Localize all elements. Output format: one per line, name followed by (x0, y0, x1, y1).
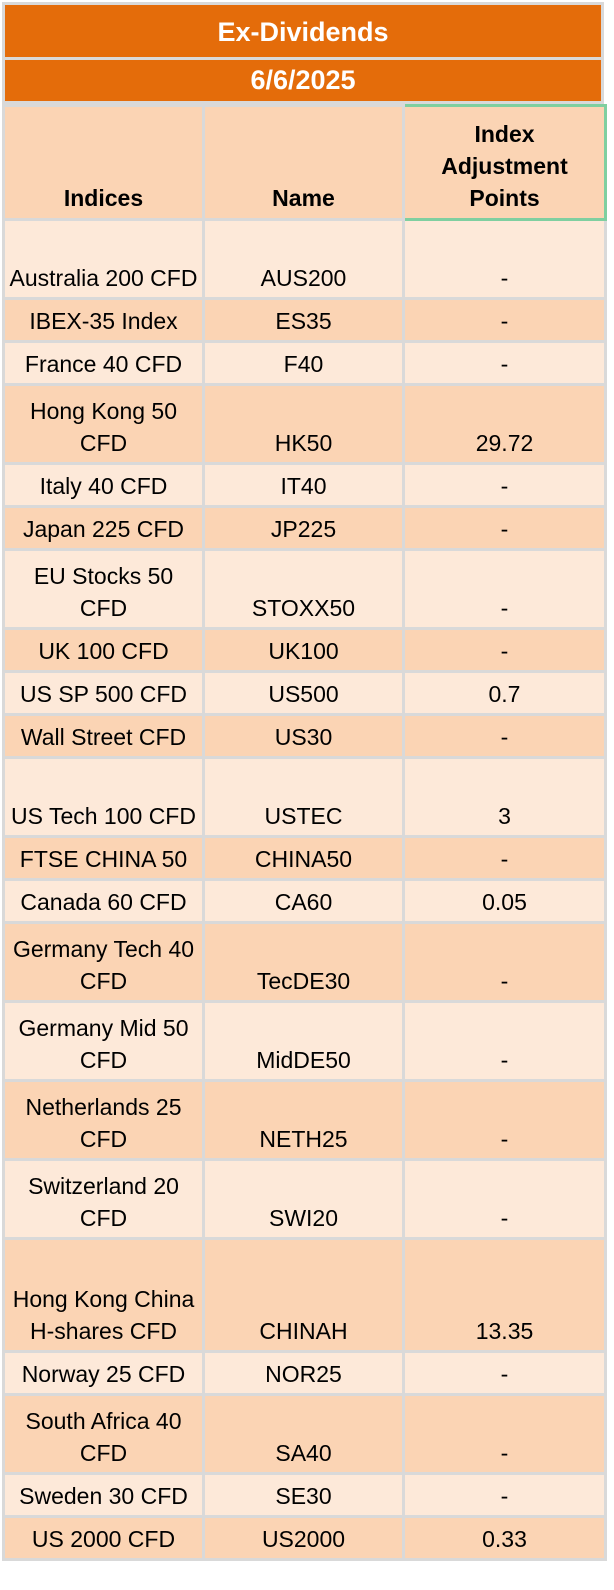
table-row: US SP 500 CFD US500 0.7 (2, 670, 607, 716)
points-cell[interactable]: 0.33 (402, 1515, 607, 1561)
index-cell[interactable]: US 2000 CFD (2, 1515, 205, 1561)
ex-dividends-sheet: Ex-Dividends 6/6/2025 Indices Name Index… (2, 2, 607, 1561)
table-row: US 2000 CFD US2000 0.33 (2, 1515, 607, 1561)
table-row: Germany Mid 50 CFD MidDE50 - (2, 1000, 607, 1082)
index-cell[interactable]: Norway 25 CFD (2, 1350, 205, 1396)
points-cell[interactable]: - (402, 297, 607, 343)
points-cell[interactable]: - (402, 1000, 607, 1082)
sheet-title: Ex-Dividends (2, 2, 604, 60)
table-row: France 40 CFD F40 - (2, 340, 607, 386)
header-indices[interactable]: Indices (2, 104, 205, 221)
header-index-adjustment-points[interactable]: Index Adjustment Points (402, 104, 607, 221)
table-row: Japan 225 CFD JP225 - (2, 505, 607, 551)
table-row: FTSE CHINA 50 CHINA50 - (2, 835, 607, 881)
index-cell[interactable]: IBEX-35 Index (2, 297, 205, 343)
table-row: Germany Tech 40 CFD TecDE30 - (2, 921, 607, 1003)
table-row: Wall Street CFD US30 - (2, 713, 607, 759)
symbol-cell[interactable]: SE30 (202, 1472, 405, 1518)
table-row: Hong Kong China H-shares CFD CHINAH 13.3… (2, 1237, 607, 1353)
table-row: Netherlands 25 CFD NETH25 - (2, 1079, 607, 1161)
points-cell[interactable]: - (402, 713, 607, 759)
symbol-cell[interactable]: CA60 (202, 878, 405, 924)
symbol-cell[interactable]: ES35 (202, 297, 405, 343)
header-name[interactable]: Name (202, 104, 405, 221)
index-cell[interactable]: Australia 200 CFD (2, 218, 205, 300)
sheet-date: 6/6/2025 (2, 60, 604, 104)
points-cell[interactable]: - (402, 505, 607, 551)
symbol-cell[interactable]: STOXX50 (202, 548, 405, 630)
points-cell[interactable]: - (402, 627, 607, 673)
index-cell[interactable]: Hong Kong 50 CFD (2, 383, 205, 465)
points-cell[interactable]: - (402, 340, 607, 386)
points-cell[interactable]: 29.72 (402, 383, 607, 465)
index-cell[interactable]: South Africa 40 CFD (2, 1393, 205, 1475)
index-cell[interactable]: Netherlands 25 CFD (2, 1079, 205, 1161)
symbol-cell[interactable]: NETH25 (202, 1079, 405, 1161)
table-row: Norway 25 CFD NOR25 - (2, 1350, 607, 1396)
symbol-cell[interactable]: SA40 (202, 1393, 405, 1475)
index-cell[interactable]: Germany Mid 50 CFD (2, 1000, 205, 1082)
table-row: EU Stocks 50 CFD STOXX50 - (2, 548, 607, 630)
symbol-cell[interactable]: AUS200 (202, 218, 405, 300)
points-cell[interactable]: - (402, 1393, 607, 1475)
table-row: Switzerland 20 CFD SWI20 - (2, 1158, 607, 1240)
index-cell[interactable]: Canada 60 CFD (2, 878, 205, 924)
symbol-cell[interactable]: F40 (202, 340, 405, 386)
points-cell[interactable]: - (402, 218, 607, 300)
points-cell[interactable]: - (402, 921, 607, 1003)
symbol-cell[interactable]: UK100 (202, 627, 405, 673)
symbol-cell[interactable]: CHINAH (202, 1237, 405, 1353)
index-cell[interactable]: Hong Kong China H-shares CFD (2, 1237, 205, 1353)
symbol-cell[interactable]: US30 (202, 713, 405, 759)
symbol-cell[interactable]: IT40 (202, 462, 405, 508)
index-cell[interactable]: US SP 500 CFD (2, 670, 205, 716)
index-cell[interactable]: Italy 40 CFD (2, 462, 205, 508)
index-cell[interactable]: EU Stocks 50 CFD (2, 548, 205, 630)
symbol-cell[interactable]: SWI20 (202, 1158, 405, 1240)
symbol-cell[interactable]: USTEC (202, 756, 405, 838)
table-row: Italy 40 CFD IT40 - (2, 462, 607, 508)
index-cell[interactable]: Sweden 30 CFD (2, 1472, 205, 1518)
symbol-cell[interactable]: US2000 (202, 1515, 405, 1561)
table-row: Australia 200 CFD AUS200 - (2, 218, 607, 300)
points-cell[interactable]: - (402, 1350, 607, 1396)
table-row: IBEX-35 Index ES35 - (2, 297, 607, 343)
symbol-cell[interactable]: CHINA50 (202, 835, 405, 881)
table-header-row: Indices Name Index Adjustment Points (2, 104, 607, 221)
symbol-cell[interactable]: US500 (202, 670, 405, 716)
points-cell[interactable]: 13.35 (402, 1237, 607, 1353)
table-row: Hong Kong 50 CFD HK50 29.72 (2, 383, 607, 465)
points-cell[interactable]: - (402, 462, 607, 508)
index-cell[interactable]: Wall Street CFD (2, 713, 205, 759)
table-row: Canada 60 CFD CA60 0.05 (2, 878, 607, 924)
index-cell[interactable]: US Tech 100 CFD (2, 756, 205, 838)
points-cell[interactable]: - (402, 548, 607, 630)
points-cell[interactable]: 0.7 (402, 670, 607, 716)
points-cell[interactable]: 3 (402, 756, 607, 838)
table-row: Sweden 30 CFD SE30 - (2, 1472, 607, 1518)
index-cell[interactable]: UK 100 CFD (2, 627, 205, 673)
points-cell[interactable]: 0.05 (402, 878, 607, 924)
table-row: South Africa 40 CFD SA40 - (2, 1393, 607, 1475)
points-cell[interactable]: - (402, 1079, 607, 1161)
symbol-cell[interactable]: MidDE50 (202, 1000, 405, 1082)
table-row: UK 100 CFD UK100 - (2, 627, 607, 673)
index-cell[interactable]: FTSE CHINA 50 (2, 835, 205, 881)
index-cell[interactable]: France 40 CFD (2, 340, 205, 386)
points-cell[interactable]: - (402, 835, 607, 881)
symbol-cell[interactable]: TecDE30 (202, 921, 405, 1003)
index-cell[interactable]: Germany Tech 40 CFD (2, 921, 205, 1003)
points-cell[interactable]: - (402, 1158, 607, 1240)
symbol-cell[interactable]: NOR25 (202, 1350, 405, 1396)
symbol-cell[interactable]: JP225 (202, 505, 405, 551)
table-row: US Tech 100 CFD USTEC 3 (2, 756, 607, 838)
symbol-cell[interactable]: HK50 (202, 383, 405, 465)
points-cell[interactable]: - (402, 1472, 607, 1518)
ex-dividends-table: Indices Name Index Adjustment Points Aus… (2, 104, 607, 1561)
index-cell[interactable]: Switzerland 20 CFD (2, 1158, 205, 1240)
index-cell[interactable]: Japan 225 CFD (2, 505, 205, 551)
